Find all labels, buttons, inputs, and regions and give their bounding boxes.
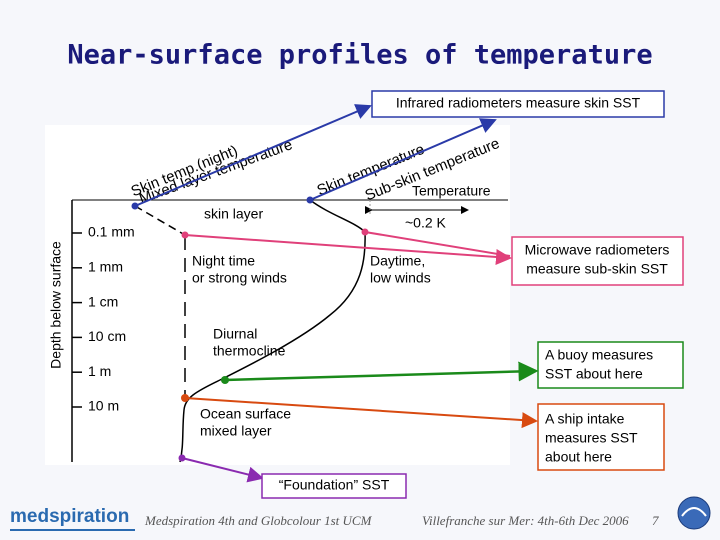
infrared-arrow: [309, 118, 497, 201]
page-number: 7: [652, 513, 659, 528]
microwave-arrow: [184, 234, 512, 265]
region-label: skin layer: [204, 206, 263, 222]
region-label: mixed layer: [200, 423, 272, 439]
region-label: Night time: [192, 253, 255, 269]
footer-place: Villefranche sur Mer: 4th-6th Dec 2006: [422, 513, 629, 528]
point: [306, 196, 314, 204]
point: [181, 231, 189, 239]
callout: Microwave radiometers: [525, 242, 670, 258]
globe-logo: [681, 507, 707, 517]
depth-labels: 0.1 mm 1 mm 1 cm 10 cm 1 m 10 m: [72, 224, 135, 414]
footer-event: Medspiration 4th and Globcolour 1st UCM: [144, 513, 373, 528]
depth-label: 1 mm: [88, 259, 123, 275]
depth-label: 1 cm: [88, 293, 118, 309]
ship-arrow: [184, 397, 538, 429]
point: [361, 228, 369, 236]
callout: measures SST: [545, 430, 638, 446]
region-label: Daytime,: [370, 253, 425, 269]
depth-label: 10 cm: [88, 328, 126, 344]
region-label: Ocean surface: [200, 406, 291, 422]
callout: Infrared radiometers measure skin SST: [396, 95, 641, 111]
title: Near-surface profiles of temperature: [67, 40, 652, 71]
callout: “Foundation” SST: [279, 477, 390, 493]
depth-label: 0.1 mm: [88, 224, 135, 240]
point: [178, 454, 186, 462]
callout: SST about here: [545, 366, 643, 382]
delta-label: ~0.2 K: [405, 215, 447, 231]
buoy-arrow: [224, 361, 539, 382]
callout-box: [511, 236, 684, 286]
axis-label: Depth below surface: [48, 241, 64, 369]
globe-logo: [677, 496, 711, 530]
callout: A ship intake: [545, 411, 625, 427]
callout: A buoy measures: [545, 347, 653, 363]
depth-label: 10 m: [88, 398, 119, 414]
night-profile: [134, 205, 186, 236]
callout-box: [371, 90, 665, 118]
region-label: Diurnal: [213, 326, 257, 342]
depth-label: 1 m: [88, 363, 111, 379]
region-label: thermocline: [213, 343, 286, 359]
point: [181, 394, 189, 402]
point: [221, 376, 229, 384]
region-label: or strong winds: [192, 270, 287, 286]
diagram-area: [45, 125, 510, 465]
point: [131, 202, 139, 210]
callout-box: [537, 341, 684, 389]
infrared-arrow: [134, 104, 372, 207]
foundation-arrow: [181, 457, 264, 483]
callout: about here: [545, 449, 612, 465]
callout-box: [261, 473, 407, 499]
temperature-label: Temperature: [412, 183, 491, 199]
callout: measure sub-skin SST: [526, 261, 668, 277]
logo: medspiration: [10, 506, 129, 527]
region-label: low winds: [370, 270, 431, 286]
microwave-arrow: [364, 231, 511, 257]
callout-box: [537, 403, 665, 471]
